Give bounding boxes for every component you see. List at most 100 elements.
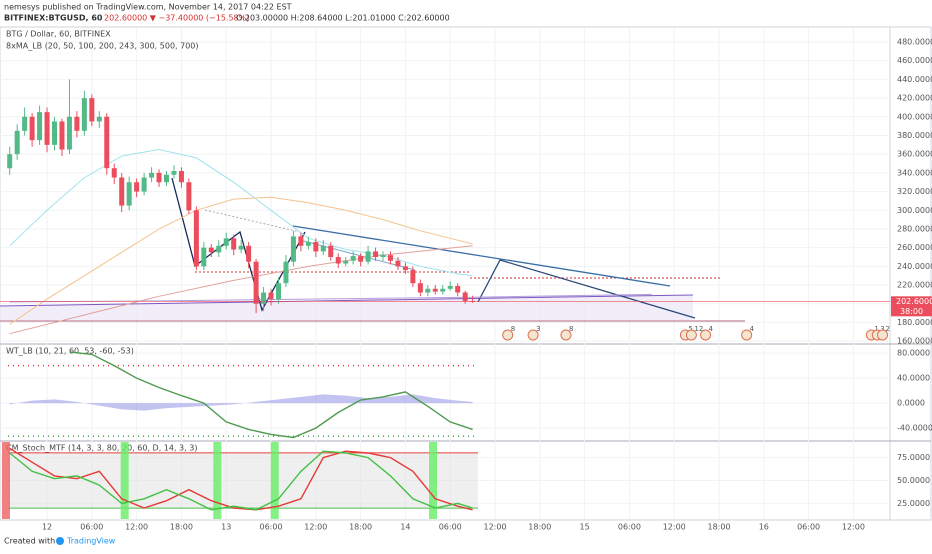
pane-subtitle: 8xMA_LB (20, 50, 100, 200, 243, 300, 500… (6, 42, 199, 51)
event-icon (877, 329, 889, 341)
candle-body (290, 236, 296, 262)
x-tick-label: 12:00 (125, 523, 148, 532)
x-tick-label: 12 (42, 523, 52, 532)
candle-body (22, 116, 28, 131)
panes (0, 26, 932, 521)
event-label: 4 (709, 325, 714, 333)
candle-body (305, 242, 311, 246)
countdown: 38:00 (900, 307, 923, 316)
candle-body (81, 98, 87, 131)
last-price-label: 202.60000 (896, 297, 932, 306)
x-tick-label: 18:00 (528, 523, 551, 532)
band-line (0, 294, 694, 307)
candle-body (373, 251, 379, 258)
candle-body (417, 283, 423, 293)
y-tick-label: 320.000000 (897, 187, 932, 196)
x-tick-label: 18:00 (349, 523, 372, 532)
y-tick-label: 380.000000 (897, 131, 932, 140)
y-tick-label: 220.000000 (897, 281, 932, 290)
candle-body (462, 292, 468, 301)
y-tick-label: 280.000000 (897, 224, 932, 233)
candle-body (350, 256, 356, 261)
candle-body (447, 285, 453, 289)
event-label: 12 (694, 325, 703, 333)
dotted-guide (204, 209, 301, 233)
candle-body (425, 288, 431, 293)
candle-body (298, 236, 304, 246)
candle-body (455, 285, 461, 293)
candle-body (44, 112, 50, 145)
x-tick-label: 06:00 (260, 523, 283, 532)
x-tick-label: 06:00 (618, 523, 641, 532)
candle-body (156, 172, 162, 183)
candle-body (29, 116, 35, 141)
candle-body (380, 255, 386, 258)
candle-body (320, 245, 326, 252)
x-tick-label: 12:00 (304, 523, 327, 532)
logo (56, 537, 64, 545)
last-price-box (891, 296, 932, 317)
pane-title: BTG / Dollar, 60, BITFINEX (6, 30, 111, 39)
candle-body (89, 98, 95, 122)
candle-body (313, 242, 319, 252)
line (9, 447, 473, 511)
line (9, 196, 473, 325)
event-label: 8 (511, 325, 515, 333)
event-icon (700, 329, 712, 341)
candle-body (238, 245, 244, 250)
level-band (8, 453, 478, 508)
event-icon (560, 329, 572, 341)
trend-line (292, 225, 671, 287)
y-tick-label: 300.000000 (897, 206, 932, 215)
line (9, 450, 473, 511)
y-tick-label: 0.0000 (897, 399, 925, 408)
symbol: BITFINEX:BTGUSD, 60 (4, 14, 103, 23)
candle-body (208, 247, 214, 253)
candle-body (246, 245, 252, 262)
y-tick-label: 260.000000 (897, 243, 932, 252)
candle-body (328, 245, 334, 258)
grid (0, 28, 890, 519)
marks: BTG / Dollar, 60, BITFINEX 8xMA_LB (20, 5… (0, 30, 932, 546)
event-icon (502, 329, 514, 341)
event-label: 8 (569, 325, 573, 333)
candle-body (253, 261, 259, 304)
candle-body (268, 292, 274, 300)
x-tick-label: 15 (580, 523, 590, 532)
candle-body (440, 288, 446, 292)
candle-body (178, 171, 184, 183)
x-tick-label: 06:00 (439, 523, 462, 532)
y-tick-label: 360.000000 (897, 150, 932, 159)
ohlc: O:203.00000 H:208.64000 L:201.01000 C:20… (236, 14, 450, 23)
candle-body (111, 168, 117, 178)
candle-body (261, 292, 267, 304)
y-tick-label: 480.000000 (897, 38, 932, 47)
pane-title: CM_Stoch_MTF (14, 3, 3, 80, 20, 60, D, 1… (6, 444, 197, 453)
event-icon (741, 329, 753, 341)
x-tick-label: 18:00 (707, 523, 730, 532)
y-tick-label: 340.000000 (897, 168, 932, 177)
x-tick-label: 12:00 (483, 523, 506, 532)
x-tick-label: 14 (400, 523, 410, 532)
candle-body (358, 256, 364, 262)
y-tick-label: 75.0000 (897, 453, 930, 462)
candle-body (126, 182, 132, 206)
event-label: 3 (536, 325, 540, 333)
candle-body (7, 154, 13, 169)
signal-bar (213, 442, 222, 519)
event-label: 5 (688, 325, 692, 333)
event-label: 3 (880, 325, 884, 333)
signal-bar (120, 442, 129, 519)
candle-body (134, 182, 140, 192)
candle-body (193, 210, 199, 267)
candle-body (141, 177, 147, 192)
candle-body (395, 260, 401, 267)
y-tick-label: 460.000000 (897, 56, 932, 65)
x-tick-label: 18:00 (170, 523, 193, 532)
footer-created: Created with (4, 537, 55, 546)
x-tick-label: 12:00 (842, 523, 865, 532)
candle-body (14, 130, 20, 155)
x-tick-label: 06:00 (80, 523, 103, 532)
candle-body (275, 283, 281, 300)
